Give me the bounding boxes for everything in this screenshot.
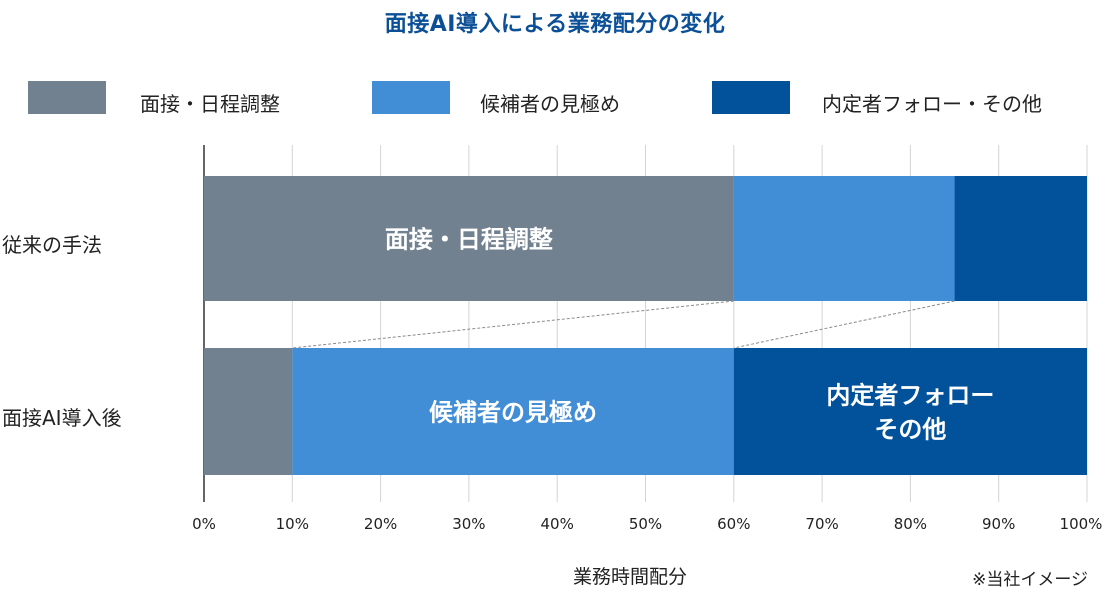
data-label: その他 [874, 416, 946, 444]
bar-segment [733, 176, 955, 301]
legend-label-2: 内定者フォロー・その他 [822, 92, 1042, 116]
x-tick-label: 100% [1059, 515, 1103, 533]
x-tick-label: 0% [192, 515, 216, 533]
connector-line [292, 300, 734, 349]
bar-segment [204, 176, 734, 301]
category-label-0: 従来の手法 [2, 233, 102, 257]
x-tick-label: 80% [893, 515, 928, 533]
bar-segment [954, 176, 1087, 301]
x-axis-label: 業務時間配分 [572, 566, 687, 588]
x-tick-label: 40% [540, 515, 574, 533]
x-tick-label: 60% [717, 515, 751, 533]
data-label: 面接・日程調整 [385, 226, 553, 254]
data-label: 候補者の見極め [429, 399, 597, 427]
legend-swatch-2 [712, 81, 790, 114]
x-tick-label: 50% [628, 515, 663, 533]
legend-label-0: 面接・日程調整 [140, 92, 280, 116]
bar-segment [733, 348, 1087, 475]
legend-swatch-1 [372, 81, 450, 114]
bar-segment [292, 348, 734, 475]
chart-title: 面接AI導入による業務配分の変化 [384, 12, 726, 37]
category-label-1: 面接AI導入後 [2, 406, 122, 430]
x-tick-label: 10% [275, 515, 309, 533]
annotation-note: ※当社イメージ [972, 570, 1088, 590]
bar-segment [204, 348, 293, 475]
legend-swatch-0 [28, 81, 106, 114]
connector-line [733, 300, 955, 349]
x-tick-label: 70% [805, 515, 839, 533]
x-tick-label: 90% [982, 515, 1016, 533]
x-tick-label: 30% [452, 515, 486, 533]
legend-label-1: 候補者の見極め [480, 92, 620, 116]
data-label: 内定者フォロー [826, 382, 994, 410]
x-tick-label: 20% [363, 515, 398, 533]
